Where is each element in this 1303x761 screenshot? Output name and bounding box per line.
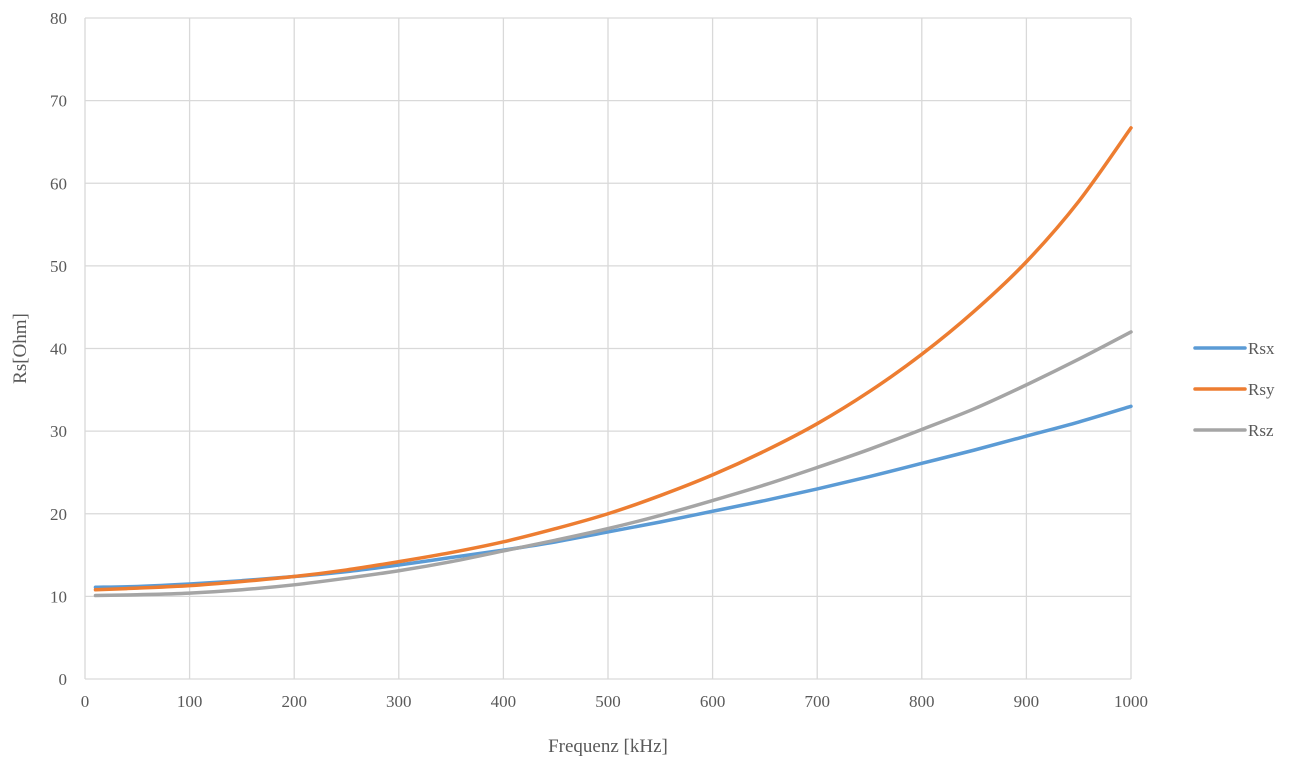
- legend-label-rsx: Rsx: [1248, 339, 1275, 358]
- x-tick-label: 900: [1014, 692, 1040, 711]
- y-axis-title: Rs[Ohm]: [10, 313, 31, 384]
- y-tick-label: 80: [50, 9, 67, 28]
- x-tick-label: 400: [491, 692, 517, 711]
- y-tick-label: 10: [50, 587, 67, 606]
- x-tick-label: 1000: [1114, 692, 1148, 711]
- x-tick-label: 600: [700, 692, 726, 711]
- series-line-rsy: [93, 126, 1133, 592]
- x-tick-label: 200: [281, 692, 307, 711]
- series-line-rsx: [93, 404, 1133, 590]
- y-tick-label: 60: [50, 174, 67, 193]
- x-tick-label: 500: [595, 692, 621, 711]
- x-tick-label: 300: [386, 692, 412, 711]
- y-tick-label: 70: [50, 92, 67, 111]
- x-axis-title: Frequenz [kHz]: [548, 736, 668, 757]
- y-tick-label: 30: [50, 422, 67, 441]
- y-tick-label: 0: [59, 670, 68, 689]
- y-tick-label: 50: [50, 257, 67, 276]
- gridlines: [84, 17, 1132, 680]
- legend-label-rsz: Rsz: [1248, 421, 1274, 440]
- x-tick-label: 700: [804, 692, 830, 711]
- x-tick-label: 100: [177, 692, 203, 711]
- x-tick-label: 0: [81, 692, 90, 711]
- series-lines: [93, 126, 1133, 598]
- series-line-rsz: [93, 330, 1133, 598]
- y-axis-tick-labels: 0 10 20 30 40 50 60 70 80: [50, 9, 67, 689]
- legend-label-rsy: Rsy: [1248, 380, 1275, 399]
- x-axis-tick-labels: 0 100 200 300 400 500 600 700 800 900 1000: [81, 692, 1148, 711]
- y-tick-label: 40: [50, 340, 67, 359]
- x-tick-label: 800: [909, 692, 935, 711]
- y-tick-label: 20: [50, 505, 67, 524]
- legend: Rsx Rsy Rsz: [1193, 339, 1275, 440]
